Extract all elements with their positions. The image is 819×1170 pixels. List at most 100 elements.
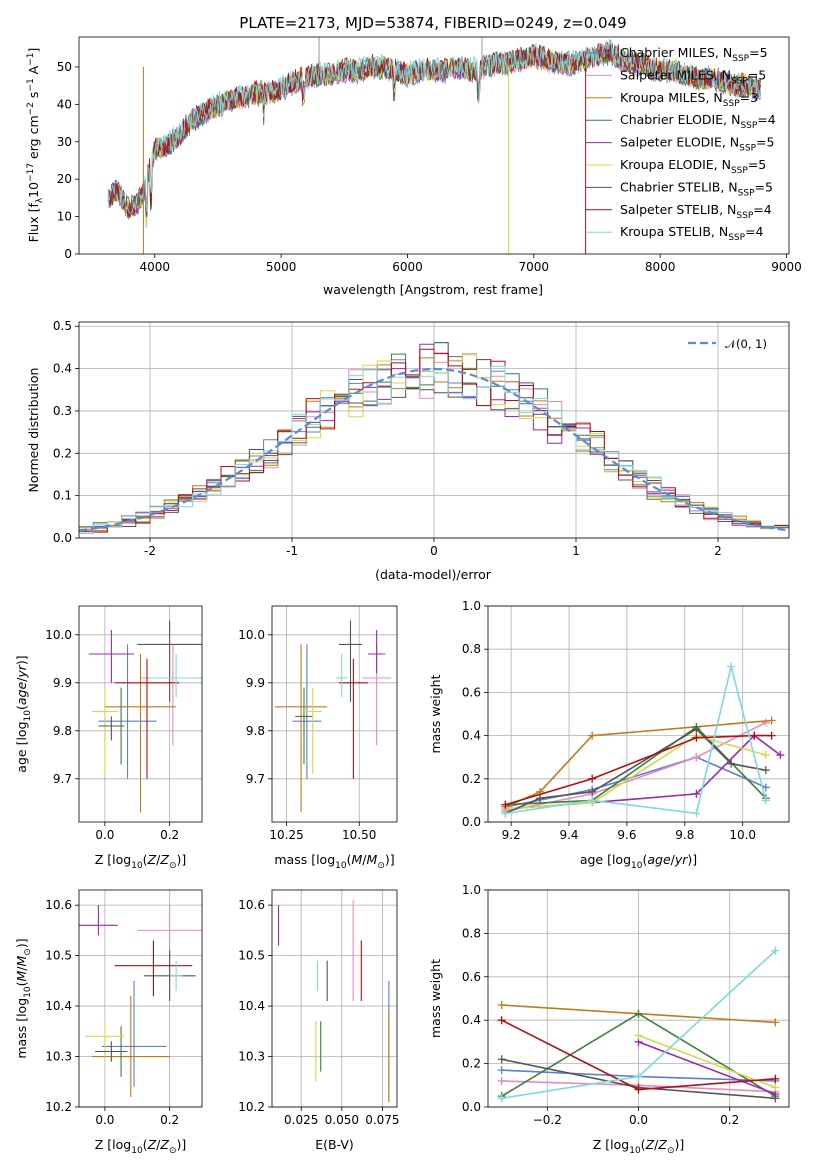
weight-marker [771, 1018, 780, 1027]
y-tick-label: 10.3 [45, 1050, 72, 1064]
x-tick-label: 0.0 [95, 1113, 114, 1127]
weight-marker [634, 1009, 643, 1018]
weight-marker [588, 787, 597, 796]
axes-frame [78, 889, 203, 1108]
x-tick-label: 10.50 [342, 828, 376, 842]
weight-line [638, 1041, 776, 1095]
y-tick-label: 9.9 [53, 676, 72, 690]
weight-marker [634, 1085, 643, 1094]
y-axis-label: age [log10(age/yr)] [14, 655, 33, 772]
x-tick-label: 9000 [771, 260, 802, 274]
x-tick-label: 0 [430, 544, 438, 558]
weight-marker [767, 731, 776, 740]
weight-marker [771, 1094, 780, 1103]
y-tick-label: 0.2 [462, 1057, 481, 1071]
y-tick-label: 10.2 [238, 1100, 265, 1114]
axes-frame [271, 605, 398, 823]
weight-line [505, 728, 766, 815]
x-axis-label: Z [log10(Z/Z⊙)] [593, 1137, 685, 1156]
errorbars [277, 900, 390, 1102]
weight-marker [692, 725, 701, 734]
x-tick-label: 10.0 [729, 828, 756, 842]
x-axis-label: Z [log10(Z/Z⊙)] [95, 1137, 187, 1156]
histograms [79, 342, 789, 535]
weight-marker [727, 759, 736, 768]
x-tick-label: 5000 [266, 260, 297, 274]
x-axis-label: mass [log10(M/M⊙)] [274, 852, 394, 871]
y-tick-label: 0.5 [53, 319, 72, 333]
weight-marker [692, 753, 701, 762]
y-tick-label: 10.6 [45, 898, 72, 912]
x-tick-label: 1 [572, 544, 580, 558]
weight-marker [497, 1066, 506, 1075]
x-tick-label: -1 [286, 544, 298, 558]
weight-marker [692, 809, 701, 818]
x-tick-label: 7000 [519, 260, 550, 274]
weight-marker [536, 794, 545, 803]
x-tick-label: -2 [144, 544, 156, 558]
legend-entry: Salpeter ELODIE, NSSP=5 [620, 135, 774, 154]
x-tick-label: 0.075 [365, 1113, 399, 1127]
weight-lines [501, 662, 785, 818]
x-axis-label: age [log10(age/yr)] [580, 852, 697, 871]
x-axis-label: Z [log10(Z/Z⊙)] [95, 852, 187, 871]
weight-marker [634, 1072, 643, 1081]
y-axis-label: Flux [fλ10−17 erg cm−2 s−1 A−1] [26, 48, 45, 243]
weight-marker [497, 1055, 506, 1064]
legend-entry: Salpeter STELIB, NSSP=4 [620, 202, 772, 221]
axes-frame [271, 889, 398, 1108]
histogram-salpeter-stelib [79, 348, 789, 533]
legend-entry: Kroupa STELIB, NSSP=4 [620, 224, 764, 243]
x-tick-label: 2 [714, 544, 722, 558]
y-tick-label: 10.4 [45, 999, 72, 1013]
errorbars [88, 620, 202, 813]
y-tick-label: 0 [64, 247, 72, 261]
legend-entry: Salpeter MILES, NSSP=5 [620, 67, 766, 86]
legend-entry: Kroupa ELODIE, NSSP=5 [620, 157, 766, 176]
y-tick-label: 0.3 [53, 404, 72, 418]
legend-entry: Chabrier MILES, NSSP=5 [620, 45, 768, 64]
y-tick-label: 0.4 [462, 1013, 481, 1027]
y-axis-label: mass [log10(M/M⊙)] [14, 938, 33, 1058]
axes-frame [78, 36, 790, 255]
axes-frame [78, 321, 790, 539]
y-tick-label: 0.6 [462, 970, 481, 984]
x-tick-label: 0.0 [95, 828, 114, 842]
y-axis-label: mass weight [428, 674, 443, 753]
x-tick-label: 4000 [140, 260, 171, 274]
weight-marker [761, 766, 770, 775]
y-tick-label: 10 [57, 210, 72, 224]
weight-marker [588, 796, 597, 805]
weight-marker [761, 718, 770, 727]
y-tick-label: 10.0 [238, 628, 265, 642]
weight-marker [771, 946, 780, 955]
x-axis-label: wavelength [Angstrom, rest frame] [323, 282, 543, 297]
errorbars [79, 905, 202, 1097]
y-tick-label: 0.1 [53, 489, 72, 503]
y-tick-label: 1.0 [462, 883, 481, 897]
errorbars [274, 620, 392, 813]
weight-marker [588, 731, 597, 740]
y-tick-label: 9.8 [246, 724, 265, 738]
y-tick-label: 9.9 [246, 676, 265, 690]
y-tick-label: 0.4 [53, 362, 72, 376]
weight-marker [771, 1074, 780, 1083]
weight-line [638, 1034, 776, 1089]
x-tick-label: 0.2 [160, 828, 179, 842]
y-tick-label: 10.6 [238, 898, 265, 912]
weight-line [505, 734, 767, 810]
y-tick-label: 9.7 [53, 772, 72, 786]
y-tick-label: 0.4 [462, 729, 481, 743]
weight-marker [634, 1031, 643, 1040]
weight-marker [727, 662, 736, 671]
weight-marker [497, 1076, 506, 1085]
y-tick-label: 9.8 [53, 724, 72, 738]
weight-marker [761, 751, 770, 760]
spectrum-kroupa-stelib [107, 39, 762, 214]
weight-marker [497, 1001, 506, 1010]
y-tick-label: 0.0 [462, 1100, 481, 1114]
x-axis-label: E(B-V) [315, 1137, 354, 1152]
x-tick-label: −0.2 [533, 1113, 562, 1127]
axes-frame [487, 605, 790, 823]
y-tick-label: 10.5 [45, 949, 72, 963]
